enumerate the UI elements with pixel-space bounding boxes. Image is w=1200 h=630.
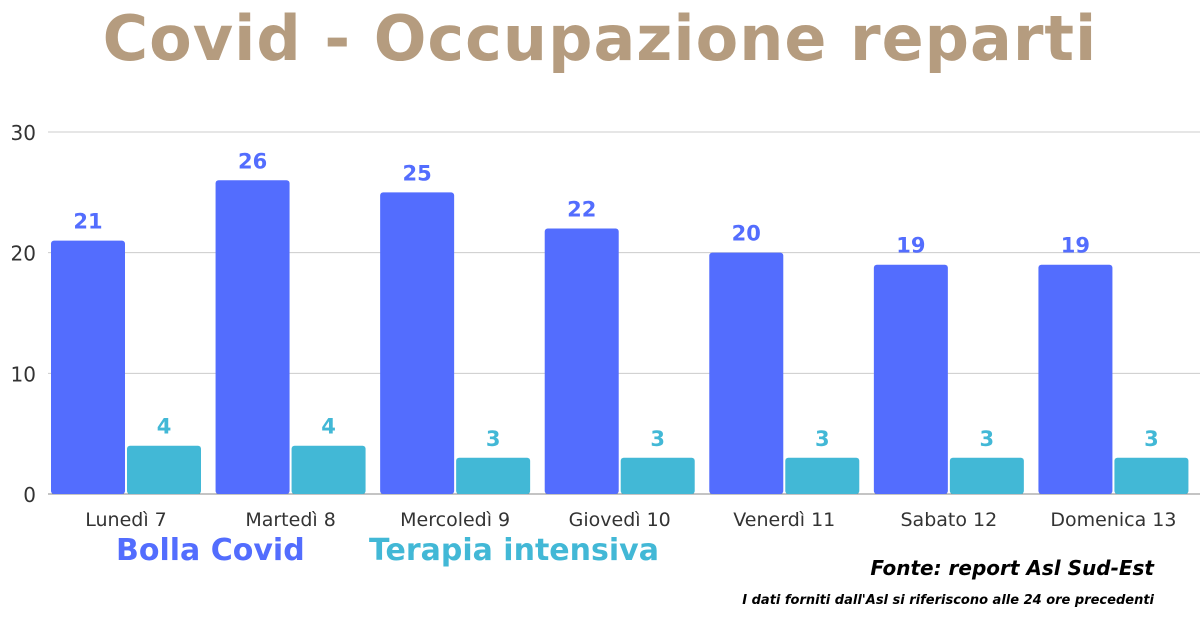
x-tick-label: Sabato 12	[901, 509, 998, 531]
bar-bolla-covid	[544, 228, 619, 495]
data-label: 20	[732, 222, 761, 246]
data-label: 25	[403, 161, 432, 185]
bar-terapia-intensiva	[456, 457, 531, 494]
chart-title: Covid - Occupazione reparti	[102, 2, 1098, 75]
y-tick-label: 20	[11, 242, 36, 266]
bar-terapia-intensiva	[127, 445, 201, 494]
bar-bolla-covid	[873, 264, 948, 494]
bar-bolla-covid	[709, 252, 784, 494]
data-label: 3	[1144, 427, 1159, 451]
data-label: 4	[157, 415, 172, 439]
bar-bolla-covid	[1038, 264, 1113, 494]
y-tick-label: 10	[11, 362, 36, 386]
data-label: 26	[238, 149, 267, 173]
source-text: Fonte: report Asl Sud-Est	[870, 556, 1154, 580]
data-label: 19	[1061, 234, 1090, 258]
legend-bolla-covid: Bolla Covid	[116, 533, 305, 568]
bar-bolla-covid	[51, 240, 125, 494]
bar-terapia-intensiva	[620, 457, 695, 494]
x-tick-label: Giovedì 10	[569, 509, 671, 531]
y-tick-label: 30	[11, 121, 36, 145]
x-tick-label: Venerdì 11	[733, 509, 835, 531]
bar-bolla-covid	[380, 192, 455, 495]
data-label: 21	[73, 210, 102, 234]
bar-terapia-intensiva	[1114, 457, 1189, 494]
data-label: 3	[650, 427, 665, 451]
data-label: 3	[815, 427, 830, 451]
data-label: 22	[567, 198, 596, 222]
legend-terapia-intensiva: Terapia intensiva	[369, 533, 659, 568]
x-tick-label: Mercoledì 9	[400, 509, 510, 531]
x-tick-label: Lunedì 7	[85, 509, 167, 531]
data-label: 4	[321, 415, 336, 439]
bar-bolla-covid	[215, 180, 290, 494]
bar-terapia-intensiva	[291, 445, 366, 494]
bar-terapia-intensiva	[949, 457, 1024, 494]
y-tick-label: 0	[23, 483, 36, 507]
x-tick-label: Domenica 13	[1050, 509, 1176, 531]
data-label: 3	[486, 427, 501, 451]
data-label: 3	[980, 427, 995, 451]
x-tick-label: Martedì 8	[245, 509, 335, 531]
footnote-text: I dati forniti dall'Asl si riferiscono a…	[742, 593, 1154, 608]
data-label: 19	[896, 234, 925, 258]
bar-terapia-intensiva	[785, 457, 860, 494]
